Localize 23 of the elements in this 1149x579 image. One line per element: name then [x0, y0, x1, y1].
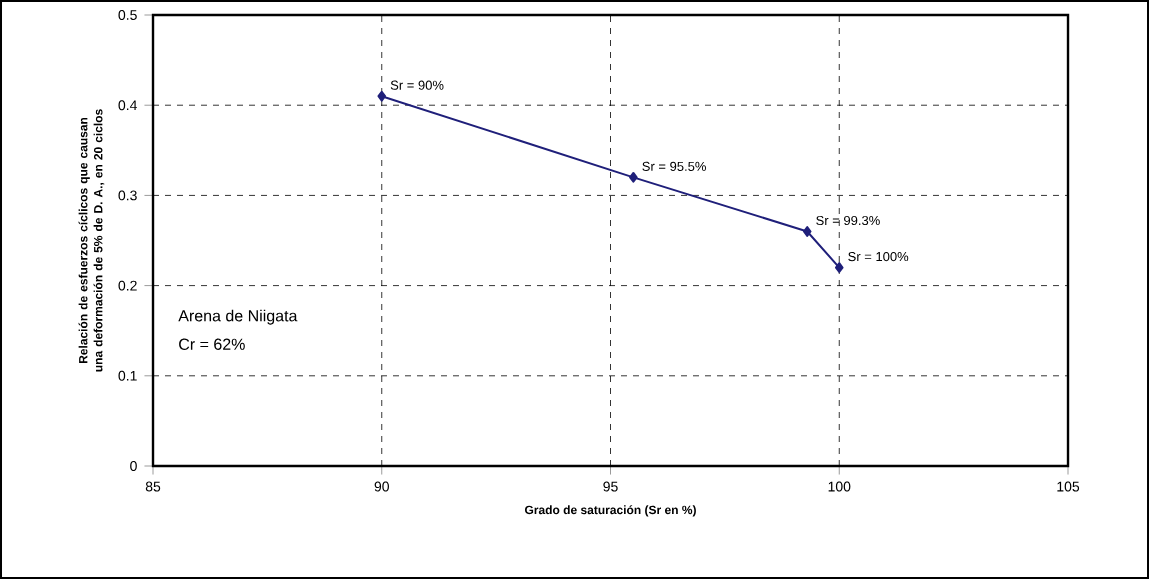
y-axis-title: Relación de esfuerzos cíclicos que causan una deformación de 5% de D. A., en 20 ciclos [78, 109, 105, 372]
x-tick-label: 95 [603, 481, 618, 492]
annotation: Cr = 62% [179, 338, 245, 350]
x-tick-label: 100 [828, 481, 851, 492]
point [377, 90, 387, 102]
point [629, 171, 638, 183]
annotation: Arena de Niigata [178, 309, 298, 325]
x-tick-label: 85 [145, 481, 161, 492]
x-tick-label: 105 [1057, 481, 1080, 492]
annotation: Sr = 99.3% [816, 215, 880, 226]
point [834, 262, 844, 273]
annotation: Sr = 95.5% [642, 161, 706, 171]
y-tick-label: 0.3 [118, 190, 137, 201]
annotation: Sr = 90% [390, 80, 444, 90]
y-tick-label: 0.2 [118, 280, 137, 291]
x-axis-title: Grado de saturación (Sr en %) [524, 505, 696, 517]
y-tick-label: 0 [130, 461, 137, 471]
y-tick-label: 0.5 [118, 10, 137, 20]
y-tick-label: 0.1 [118, 370, 137, 381]
x-tick-label: 90 [374, 481, 389, 492]
y-tick-label: 0.4 [118, 100, 137, 111]
annotation: Sr = 100% [848, 251, 909, 262]
point [802, 226, 812, 237]
